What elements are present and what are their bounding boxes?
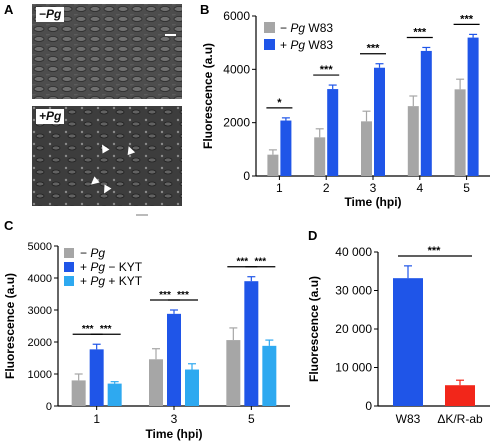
legend-label: − Pg	[80, 246, 105, 260]
y-axis-label: Fluorescence (a.u)	[201, 43, 215, 149]
significance-label: ***	[460, 13, 474, 25]
bar	[280, 120, 292, 176]
bar	[374, 67, 385, 176]
x-tick-label: 1	[276, 181, 283, 195]
significance-label: *	[277, 97, 282, 109]
y-tick-label: 0	[46, 401, 52, 413]
legend-swatch	[64, 276, 74, 286]
significance-label: ***	[428, 245, 442, 257]
bar	[361, 121, 372, 176]
y-tick-label: 1000	[28, 369, 52, 381]
x-tick-label: 5	[248, 412, 255, 426]
bar	[454, 89, 466, 176]
small-mark	[136, 214, 148, 216]
x-tick-label: 3	[370, 181, 377, 195]
bar	[226, 340, 241, 406]
significance-label: ***	[413, 26, 427, 38]
y-tick-label: 2000	[223, 116, 250, 130]
y-axis-label: Fluorescence (a.u)	[3, 273, 17, 379]
significance-label: ***	[320, 64, 334, 76]
legend-label: + Pg W83	[280, 38, 333, 52]
y-tick-label: 0	[365, 399, 372, 413]
bar	[71, 380, 86, 406]
legend-swatch	[64, 248, 74, 258]
panel-d-letter: D	[308, 228, 318, 243]
x-tick-label: 5	[463, 181, 470, 195]
significance-label: ***	[82, 324, 94, 335]
panel-a-letter: A	[4, 2, 14, 17]
microscopy-image-plus-pg: +Pg	[32, 106, 182, 206]
bar	[262, 345, 277, 406]
y-tick-label: 40 000	[335, 245, 372, 259]
y-tick-label: 6000	[223, 10, 250, 23]
x-tick-label: ΔK/R-ab	[437, 412, 483, 426]
bar	[327, 89, 339, 176]
legend-label: + Pg + KYT	[80, 274, 143, 288]
x-axis-label: Time (hpi)	[344, 195, 401, 209]
y-tick-label: 20 000	[335, 322, 372, 336]
x-axis-label: Time (hpi)	[145, 427, 202, 441]
bar	[420, 50, 432, 176]
plus-pg-label: +Pg	[36, 109, 65, 124]
bar	[267, 154, 279, 176]
significance-label: ***	[254, 257, 266, 268]
scale-bar	[165, 34, 176, 36]
bar	[185, 369, 199, 406]
bar	[445, 385, 475, 406]
significance-label: ***	[177, 290, 189, 301]
bar	[244, 281, 259, 406]
chart-c: 0 1000 2000 3000 4000 5000 Fluorescence (a.u) T…	[3, 241, 290, 441]
bar	[167, 313, 181, 406]
x-tick-label: W83	[396, 412, 421, 426]
bar	[89, 349, 104, 406]
y-tick-label: 30 000	[335, 284, 372, 298]
bar	[107, 383, 122, 406]
x-tick-label: 3	[171, 412, 178, 426]
legend-swatch	[264, 22, 275, 33]
y-tick-label: 4000	[28, 273, 52, 285]
y-tick-label: 2000	[28, 337, 52, 349]
y-axis-label: Fluorescence (a.u)	[307, 276, 321, 382]
y-tick-label: 3000	[28, 305, 52, 317]
bar	[467, 37, 479, 176]
panel-b-letter: B	[200, 2, 210, 17]
significance-label: ***	[236, 257, 248, 268]
y-tick-label: 5000	[28, 241, 52, 253]
panel-c-letter: C	[4, 218, 14, 233]
legend-label: + Pg − KYT	[80, 260, 143, 274]
bar	[314, 137, 326, 176]
y-tick-label: 10 000	[335, 361, 372, 375]
chart-d: 0 10 000 20 000 30 000 40 000 Fluorescence (a…	[307, 245, 490, 426]
bar	[393, 278, 423, 406]
microscopy-image-minus-pg: −Pg	[32, 4, 182, 99]
legend-label: − Pg W83	[280, 21, 333, 35]
legend-swatch	[64, 262, 74, 272]
significance-label: ***	[159, 290, 171, 301]
x-tick-label: 2	[323, 181, 330, 195]
x-tick-label: 4	[416, 181, 423, 195]
significance-label: ***	[100, 324, 112, 335]
bar	[407, 106, 419, 176]
minus-pg-label: −Pg	[36, 7, 65, 22]
x-tick-label: 1	[93, 412, 100, 426]
legend-swatch	[264, 39, 275, 50]
significance-label: ***	[367, 43, 381, 55]
chart-b: 0 2000 4000 6000 Fluorescence (a.u) Time (hpi…	[201, 10, 490, 209]
y-tick-label: 0	[243, 169, 250, 183]
y-tick-label: 4000	[223, 62, 250, 76]
bar	[149, 359, 163, 406]
